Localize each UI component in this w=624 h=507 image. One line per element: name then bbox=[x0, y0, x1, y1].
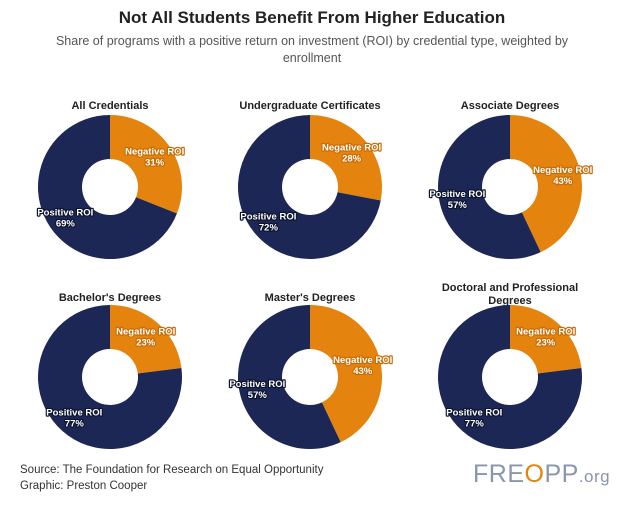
positive-roi-label: Positive ROI 57% bbox=[229, 379, 285, 401]
panel-title: Associate Degrees bbox=[461, 100, 559, 112]
panel-title: Master's Degrees bbox=[265, 292, 356, 304]
graphic-credit-line: Graphic: Preston Cooper bbox=[20, 480, 148, 492]
negative-roi-slice bbox=[110, 115, 182, 214]
negative-roi-label: Negative ROI 31% bbox=[125, 147, 184, 169]
freopp-logo: FREOPP.org bbox=[473, 460, 611, 488]
positive-roi-label: Positive ROI 77% bbox=[446, 408, 502, 430]
negative-roi-label: Negative ROI 43% bbox=[533, 165, 592, 187]
panel-title: Undergraduate Certificates bbox=[239, 100, 380, 112]
positive-roi-slice bbox=[38, 305, 183, 450]
chart-title: Not All Students Benefit From Higher Edu… bbox=[118, 8, 506, 27]
positive-roi-slice bbox=[437, 305, 582, 450]
negative-roi-label: Negative ROI 23% bbox=[516, 326, 575, 348]
panel-title: Doctoral and Professional Degrees bbox=[442, 282, 578, 307]
positive-roi-slice bbox=[38, 115, 177, 259]
negative-roi-label: Negative ROI 43% bbox=[333, 355, 392, 377]
negative-roi-slice bbox=[110, 305, 182, 374]
negative-roi-slice bbox=[310, 305, 382, 443]
panel-title: All Credentials bbox=[71, 100, 148, 112]
panel-title: Bachelor's Degrees bbox=[59, 292, 161, 304]
source-line: Source: The Foundation for Research on E… bbox=[20, 464, 324, 476]
negative-roi-slice bbox=[510, 305, 582, 374]
positive-roi-slice bbox=[238, 115, 381, 260]
positive-roi-slice bbox=[438, 115, 541, 259]
source-note: Source: The Foundation for Research on E… bbox=[20, 462, 323, 494]
positive-roi-label: Positive ROI 77% bbox=[46, 408, 102, 430]
positive-roi-label: Positive ROI 57% bbox=[429, 189, 485, 211]
negative-roi-label: Negative ROI 23% bbox=[116, 326, 175, 348]
positive-roi-label: Positive ROI 69% bbox=[37, 207, 93, 229]
positive-roi-slice bbox=[237, 305, 341, 449]
negative-roi-slice bbox=[510, 115, 583, 253]
chart-subtitle: Share of programs with a positive return… bbox=[55, 34, 569, 65]
negative-roi-label: Negative ROI 28% bbox=[322, 143, 381, 165]
negative-roi-slice bbox=[310, 115, 382, 201]
positive-roi-label: Positive ROI 72% bbox=[240, 211, 296, 233]
